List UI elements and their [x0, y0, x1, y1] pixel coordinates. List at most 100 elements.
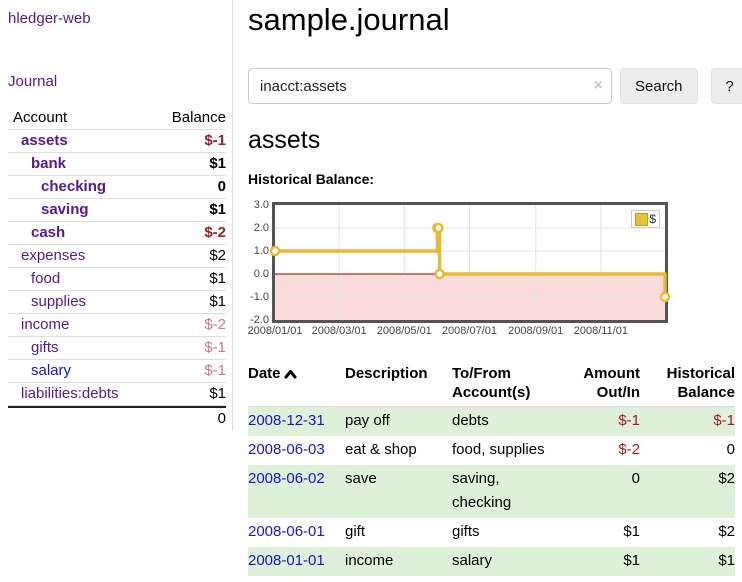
account-balance: $-2: [204, 222, 226, 244]
balance-cell: 0: [640, 436, 735, 465]
search-form: × Search ?: [248, 68, 742, 104]
description-cell: pay off: [345, 407, 452, 437]
data-point-marker: [271, 247, 279, 255]
main-panel: sample.journal × Search ? assets Histori…: [233, 0, 742, 576]
account-row: saving $1: [8, 199, 226, 222]
data-point-marker: [434, 224, 442, 232]
account-link-cash[interactable]: cash: [8, 222, 65, 244]
account-row: food $1: [8, 268, 226, 291]
register-row: 2008-01-01 income salary $1 $1: [248, 547, 735, 576]
search-button[interactable]: Search: [620, 68, 698, 104]
account-balance: $1: [209, 153, 226, 175]
account-link-expenses[interactable]: expenses: [8, 245, 85, 267]
balance-cell: $2: [640, 518, 735, 547]
header-accounts: To/From Account(s): [452, 362, 558, 407]
description-cell: eat & shop: [345, 436, 452, 465]
amount-cell: $-2: [558, 436, 640, 465]
account-link-assets[interactable]: assets: [8, 130, 68, 152]
chart-legend: $: [631, 210, 660, 228]
brand-link[interactable]: hledger-web: [8, 10, 91, 27]
register-row: 2008-06-03 eat & shop food, supplies $-2…: [248, 436, 735, 465]
header-balance: Historical Balance: [640, 362, 735, 407]
header-amount: Amount Out/In: [558, 362, 640, 407]
account-balance: $1: [209, 383, 226, 405]
account-link-income[interactable]: income: [8, 314, 69, 336]
data-point-marker: [661, 293, 669, 301]
date-link[interactable]: 2008-12-31: [248, 412, 325, 429]
account-balance: $1: [209, 199, 226, 221]
nav-journal: Journal: [8, 73, 226, 90]
help-button[interactable]: ?: [711, 68, 742, 104]
plot-area: $: [272, 202, 668, 323]
y-tick-label: 0.0: [248, 268, 269, 281]
balance-cell: $1: [640, 547, 735, 576]
y-tick-label: 2.0: [248, 222, 269, 235]
account-balance: $2: [209, 245, 226, 267]
account-link-bank[interactable]: bank: [8, 153, 66, 175]
accounts-header: Account Balance: [8, 107, 226, 130]
y-tick-label: 3.0: [248, 199, 269, 212]
register-header-row: Date Description To/From Account(s) Amou…: [248, 362, 735, 407]
account-balance: $-1: [204, 337, 226, 359]
amount-cell: 0: [558, 465, 640, 518]
page-title: sample.journal: [248, 2, 742, 38]
account-balance: 0: [218, 176, 226, 198]
sort-ascending-icon: [284, 369, 297, 379]
x-tick-label: 2008/03/01: [312, 325, 367, 338]
accounts-cell: salary: [452, 547, 558, 576]
balance-chart: 3.02.01.00.0-1.0-2.0 $ 2008/01/012008/03…: [248, 198, 742, 344]
account-link-liabilities-debts[interactable]: liabilities:debts: [8, 383, 119, 405]
register-row: 2008-12-31 pay off debts $-1 $-1: [248, 407, 735, 437]
date-link[interactable]: 2008-06-01: [248, 523, 325, 540]
x-tick-label: 2008/09/01: [508, 325, 563, 338]
account-row: income $-2: [8, 314, 226, 337]
account-link-food[interactable]: food: [8, 268, 60, 290]
amount-cell: $1: [558, 547, 640, 576]
sidebar: hledger-web Journal Account Balance asse…: [0, 0, 233, 430]
date-link[interactable]: 2008-06-03: [248, 441, 325, 458]
account-balance: $-1: [204, 360, 226, 382]
data-point-marker: [436, 270, 444, 278]
accounts-header-balance: Balance: [172, 107, 226, 129]
accounts-header-account: Account: [8, 107, 67, 129]
register-table: Date Description To/From Account(s) Amou…: [248, 362, 735, 576]
brand: hledger-web: [8, 10, 226, 27]
account-balance: $-2: [204, 314, 226, 336]
account-row: salary $-1: [8, 360, 226, 383]
account-link-supplies[interactable]: supplies: [8, 291, 86, 313]
journal-link[interactable]: Journal: [8, 73, 57, 90]
description-cell: gift: [345, 518, 452, 547]
account-link-saving[interactable]: saving: [8, 199, 89, 221]
balance-cell: $-1: [640, 407, 735, 437]
account-row: gifts $-1: [8, 337, 226, 360]
account-row: checking 0: [8, 176, 226, 199]
date-link[interactable]: 2008-01-01: [248, 552, 325, 569]
accounts-total-row: 0: [8, 406, 226, 430]
account-link-checking[interactable]: checking: [8, 176, 106, 198]
description-cell: save: [345, 465, 452, 518]
register-row: 2008-06-01 gift gifts $1 $2: [248, 518, 735, 547]
date-link[interactable]: 2008-06-02: [248, 470, 325, 487]
search-input[interactable]: [248, 68, 612, 104]
header-date: Date: [248, 362, 345, 407]
account-heading: assets: [248, 126, 742, 155]
legend-label: $: [649, 212, 656, 226]
amount-cell: $-1: [558, 407, 640, 437]
x-tick-label: 2008/01/01: [247, 325, 302, 338]
x-tick-label: 2008/07/01: [442, 325, 497, 338]
account-balance: $-1: [204, 130, 226, 152]
accounts-cell: food, supplies: [452, 436, 558, 465]
accounts-cell: debts: [452, 407, 558, 437]
account-balance: $1: [209, 268, 226, 290]
account-link-gifts[interactable]: gifts: [8, 337, 59, 359]
x-tick-label: 2008/05/01: [377, 325, 432, 338]
clear-search-icon[interactable]: ×: [594, 76, 603, 96]
amount-cell: $1: [558, 518, 640, 547]
x-tick-label: 2008/11/01: [574, 325, 628, 338]
y-tick-label: 1.0: [248, 245, 269, 258]
account-balance: $1: [209, 291, 226, 313]
header-description: Description: [345, 362, 452, 407]
accounts-cell: gifts: [452, 518, 558, 547]
account-link-salary[interactable]: salary: [8, 360, 71, 382]
app-layout: hledger-web Journal Account Balance asse…: [0, 0, 742, 576]
